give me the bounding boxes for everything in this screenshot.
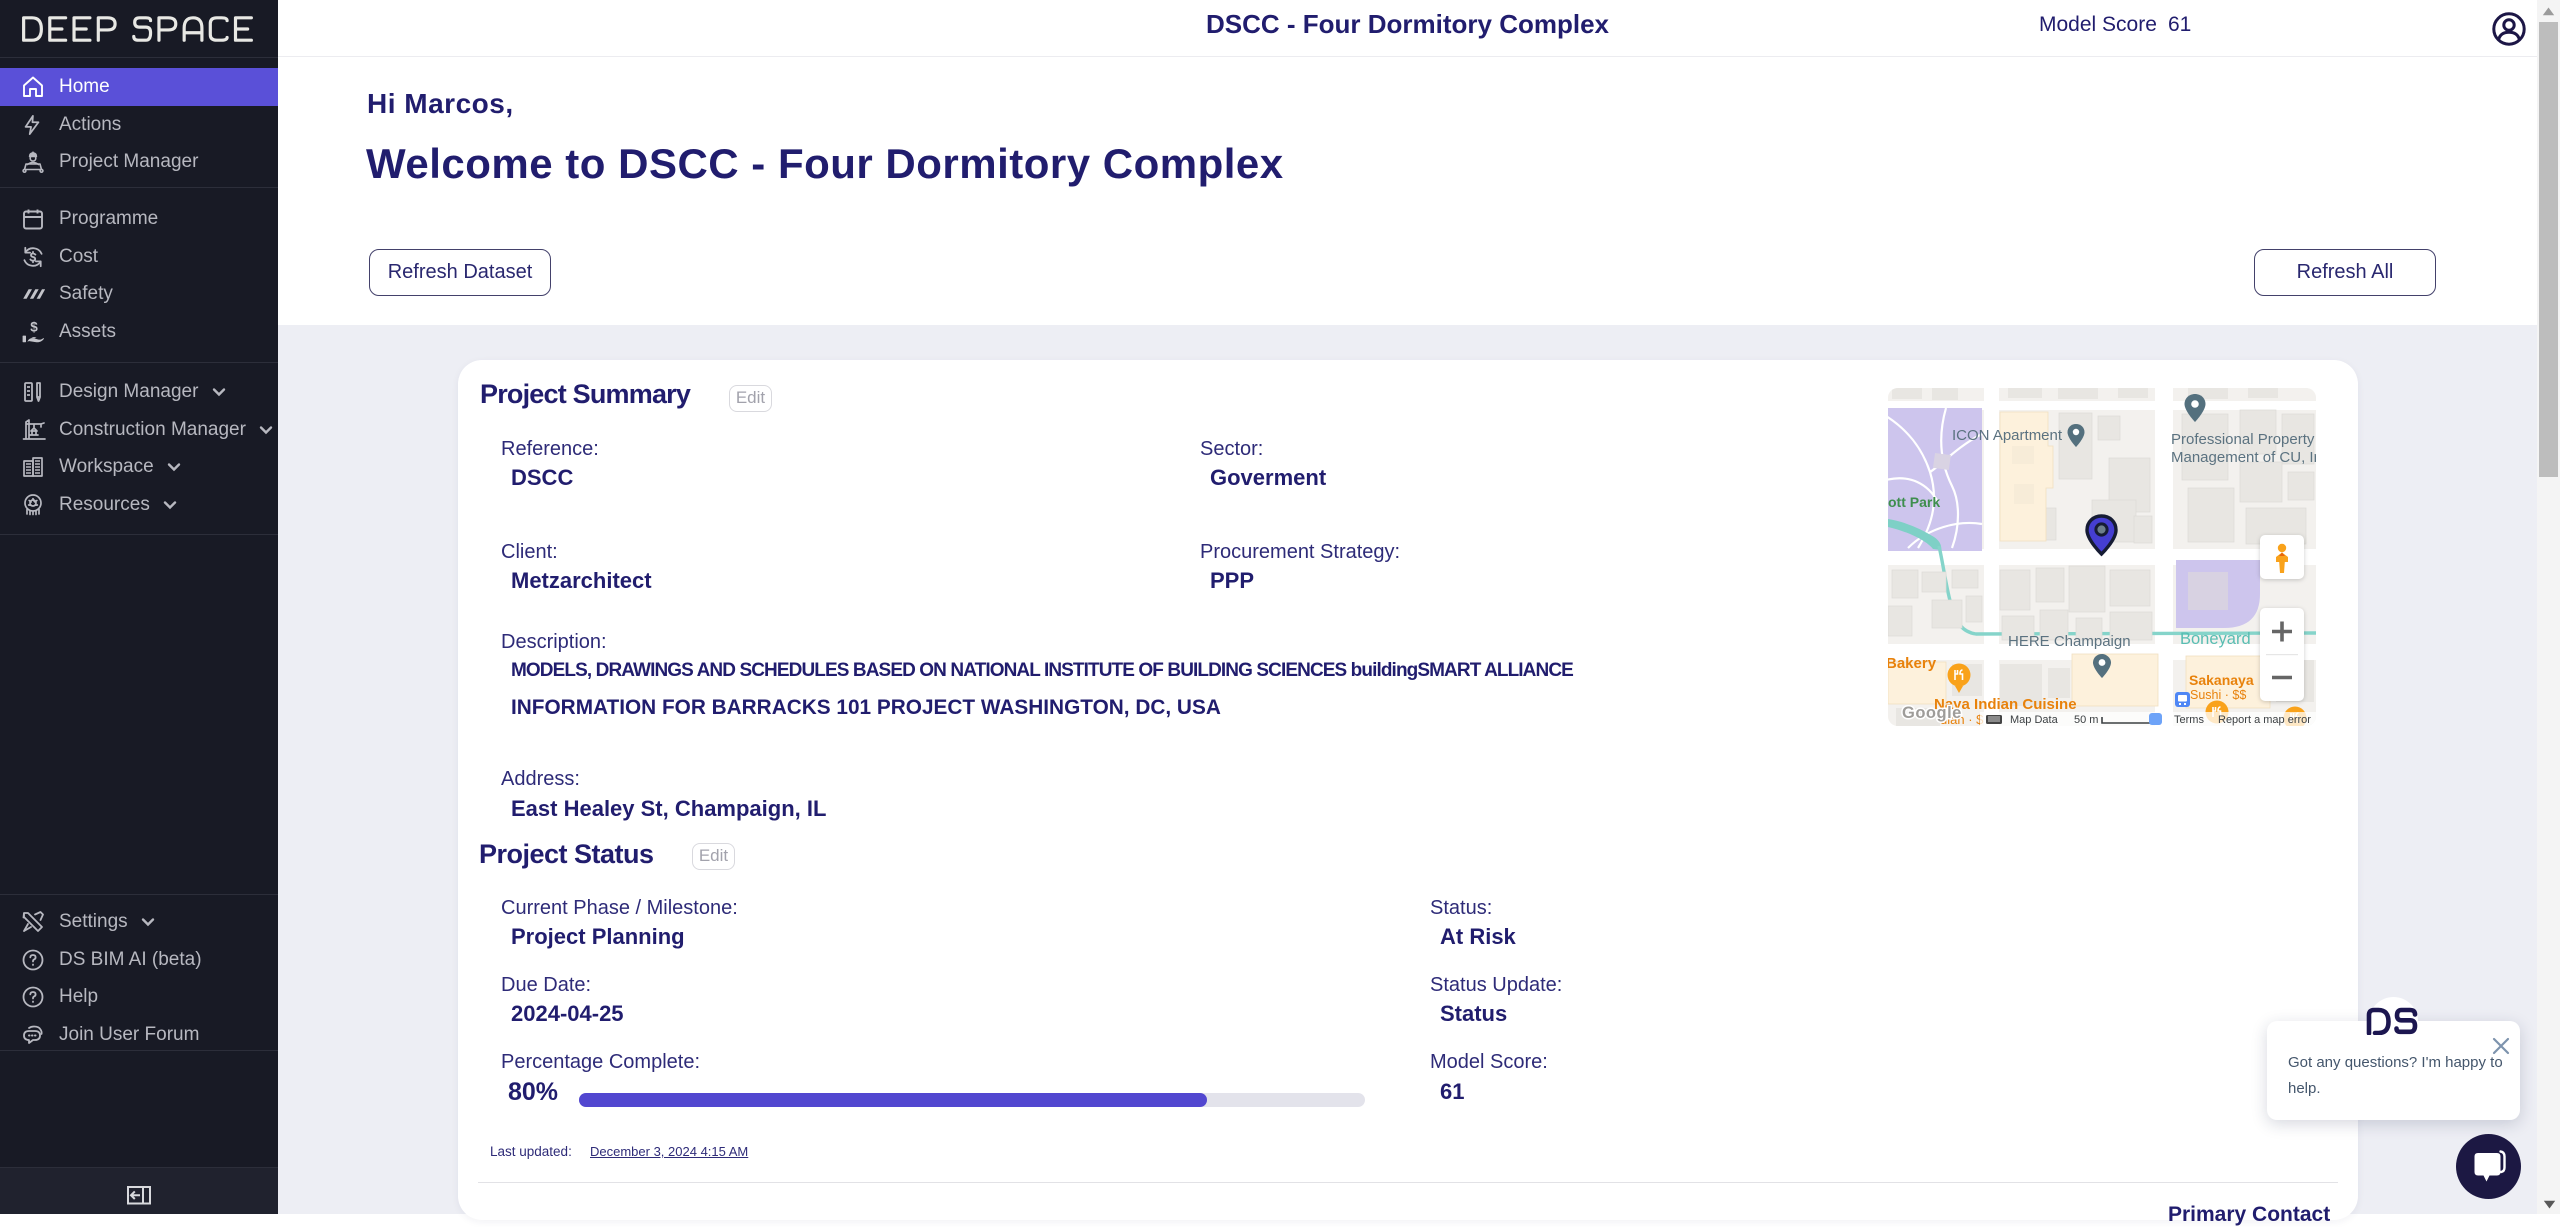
svg-text:Bakery: Bakery — [1888, 655, 1937, 672]
svg-text:ott Park: ott Park — [1888, 494, 1940, 510]
svg-text:ICON Apartment: ICON Apartment — [1952, 427, 2063, 444]
svg-text:Naya Indian Cuisine: Naya Indian Cuisine — [1934, 696, 2077, 713]
svg-text:Professional Property: Professional Property — [2171, 431, 2315, 448]
svg-text:Map Data: Map Data — [2010, 714, 2059, 726]
svg-text:Boneyard: Boneyard — [2180, 630, 2251, 648]
svg-text:Google: Google — [1902, 704, 1962, 722]
svg-text:Management of CU, In: Management of CU, In — [2171, 449, 2316, 466]
svg-text:Terms: Terms — [2174, 714, 2204, 726]
svg-text:Sakanaya: Sakanaya — [2189, 672, 2254, 688]
svg-text:HERE Champaign: HERE Champaign — [2008, 633, 2131, 650]
svg-text:Report a map error: Report a map error — [2218, 714, 2311, 726]
svg-text:dian · $: dian · $ — [1940, 712, 1984, 726]
svg-text:50 m: 50 m — [2074, 714, 2098, 726]
svg-text:Sushi · $$: Sushi · $$ — [2190, 688, 2246, 702]
svg-text:$: $ — [30, 320, 38, 335]
